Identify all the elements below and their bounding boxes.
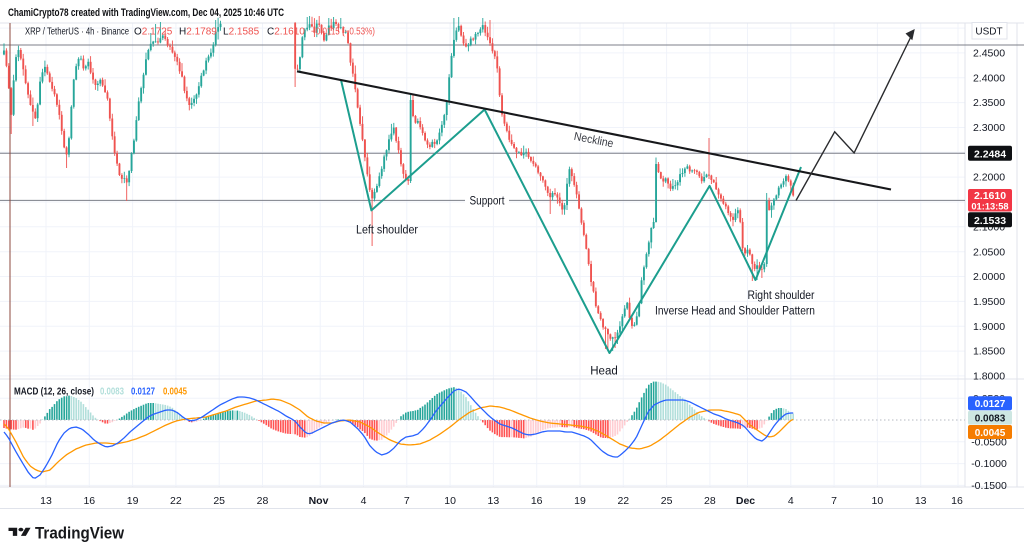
svg-text:Right shoulder: Right shoulder bbox=[748, 290, 815, 302]
svg-text:7: 7 bbox=[404, 495, 410, 507]
svg-text:2.1533: 2.1533 bbox=[974, 215, 1006, 227]
svg-text:USDT: USDT bbox=[975, 27, 1002, 38]
svg-text:MACD (12, 26, close): MACD (12, 26, close) bbox=[14, 387, 94, 398]
svg-text:2.4000: 2.4000 bbox=[973, 72, 1005, 84]
svg-text:13: 13 bbox=[915, 495, 927, 507]
svg-text:XRP / TetherUS · 4h · Binance: XRP / TetherUS · 4h · Binance bbox=[25, 27, 129, 38]
svg-text:19: 19 bbox=[574, 495, 586, 507]
svg-text:C2.1610: C2.1610 bbox=[267, 27, 305, 38]
svg-text:2.3000: 2.3000 bbox=[973, 122, 1005, 134]
svg-text:7: 7 bbox=[831, 495, 837, 507]
svg-text:Inverse Head and Shoulder Patt: Inverse Head and Shoulder Pattern bbox=[655, 306, 815, 318]
svg-text:13: 13 bbox=[488, 495, 500, 507]
svg-text:10: 10 bbox=[444, 495, 456, 507]
svg-text:4: 4 bbox=[788, 495, 794, 507]
svg-text:Left shoulder: Left shoulder bbox=[356, 225, 418, 237]
svg-text:28: 28 bbox=[704, 495, 716, 507]
svg-text:ChamiCrypto78 created with Tra: ChamiCrypto78 created with TradingView.c… bbox=[8, 7, 284, 19]
svg-text:22: 22 bbox=[170, 495, 182, 507]
svg-text:25: 25 bbox=[661, 495, 673, 507]
svg-text:19: 19 bbox=[127, 495, 139, 507]
svg-text:25: 25 bbox=[213, 495, 225, 507]
svg-text:2.2000: 2.2000 bbox=[973, 172, 1005, 184]
svg-text:4: 4 bbox=[361, 495, 367, 507]
svg-text:1.9500: 1.9500 bbox=[973, 296, 1005, 308]
svg-text:2.0500: 2.0500 bbox=[973, 246, 1005, 258]
svg-text:2.0000: 2.0000 bbox=[973, 271, 1005, 283]
svg-text:0.0083: 0.0083 bbox=[100, 387, 124, 398]
svg-text:Nov: Nov bbox=[309, 495, 329, 507]
svg-text:L2.1585: L2.1585 bbox=[223, 27, 260, 38]
svg-text:O2.1725: O2.1725 bbox=[134, 27, 173, 38]
svg-text:28: 28 bbox=[257, 495, 269, 507]
svg-text:1.8000: 1.8000 bbox=[973, 371, 1005, 383]
svg-text:10: 10 bbox=[872, 495, 884, 507]
svg-text:22: 22 bbox=[617, 495, 629, 507]
svg-text:16: 16 bbox=[951, 495, 963, 507]
svg-text:16: 16 bbox=[531, 495, 543, 507]
svg-text:0.0127: 0.0127 bbox=[131, 387, 155, 398]
svg-text:16: 16 bbox=[83, 495, 95, 507]
svg-text:H2.1789: H2.1789 bbox=[179, 27, 217, 38]
svg-text:01:13:58: 01:13:58 bbox=[971, 201, 1008, 211]
svg-text:0.0045: 0.0045 bbox=[975, 428, 1006, 439]
svg-text:0.0083: 0.0083 bbox=[975, 413, 1006, 424]
svg-text:13: 13 bbox=[40, 495, 52, 507]
svg-text:Support: Support bbox=[470, 196, 506, 208]
svg-text:0.0045: 0.0045 bbox=[163, 387, 187, 398]
svg-text:1.9000: 1.9000 bbox=[973, 321, 1005, 333]
svg-text:Head: Head bbox=[590, 366, 618, 378]
svg-text:0.0127: 0.0127 bbox=[975, 399, 1006, 410]
svg-text:2.4500: 2.4500 bbox=[973, 48, 1005, 60]
svg-text:-0.1000: -0.1000 bbox=[971, 458, 1007, 470]
svg-text:2.2484: 2.2484 bbox=[974, 148, 1006, 160]
svg-text:TradingView: TradingView bbox=[35, 524, 125, 543]
svg-text:2.3500: 2.3500 bbox=[973, 97, 1005, 109]
svg-text:1.8500: 1.8500 bbox=[973, 346, 1005, 358]
svg-text:-0.1500: -0.1500 bbox=[971, 480, 1007, 492]
svg-text:−0.0115 (−0.53%): −0.0115 (−0.53%) bbox=[311, 27, 375, 38]
svg-text:Dec: Dec bbox=[736, 495, 755, 507]
